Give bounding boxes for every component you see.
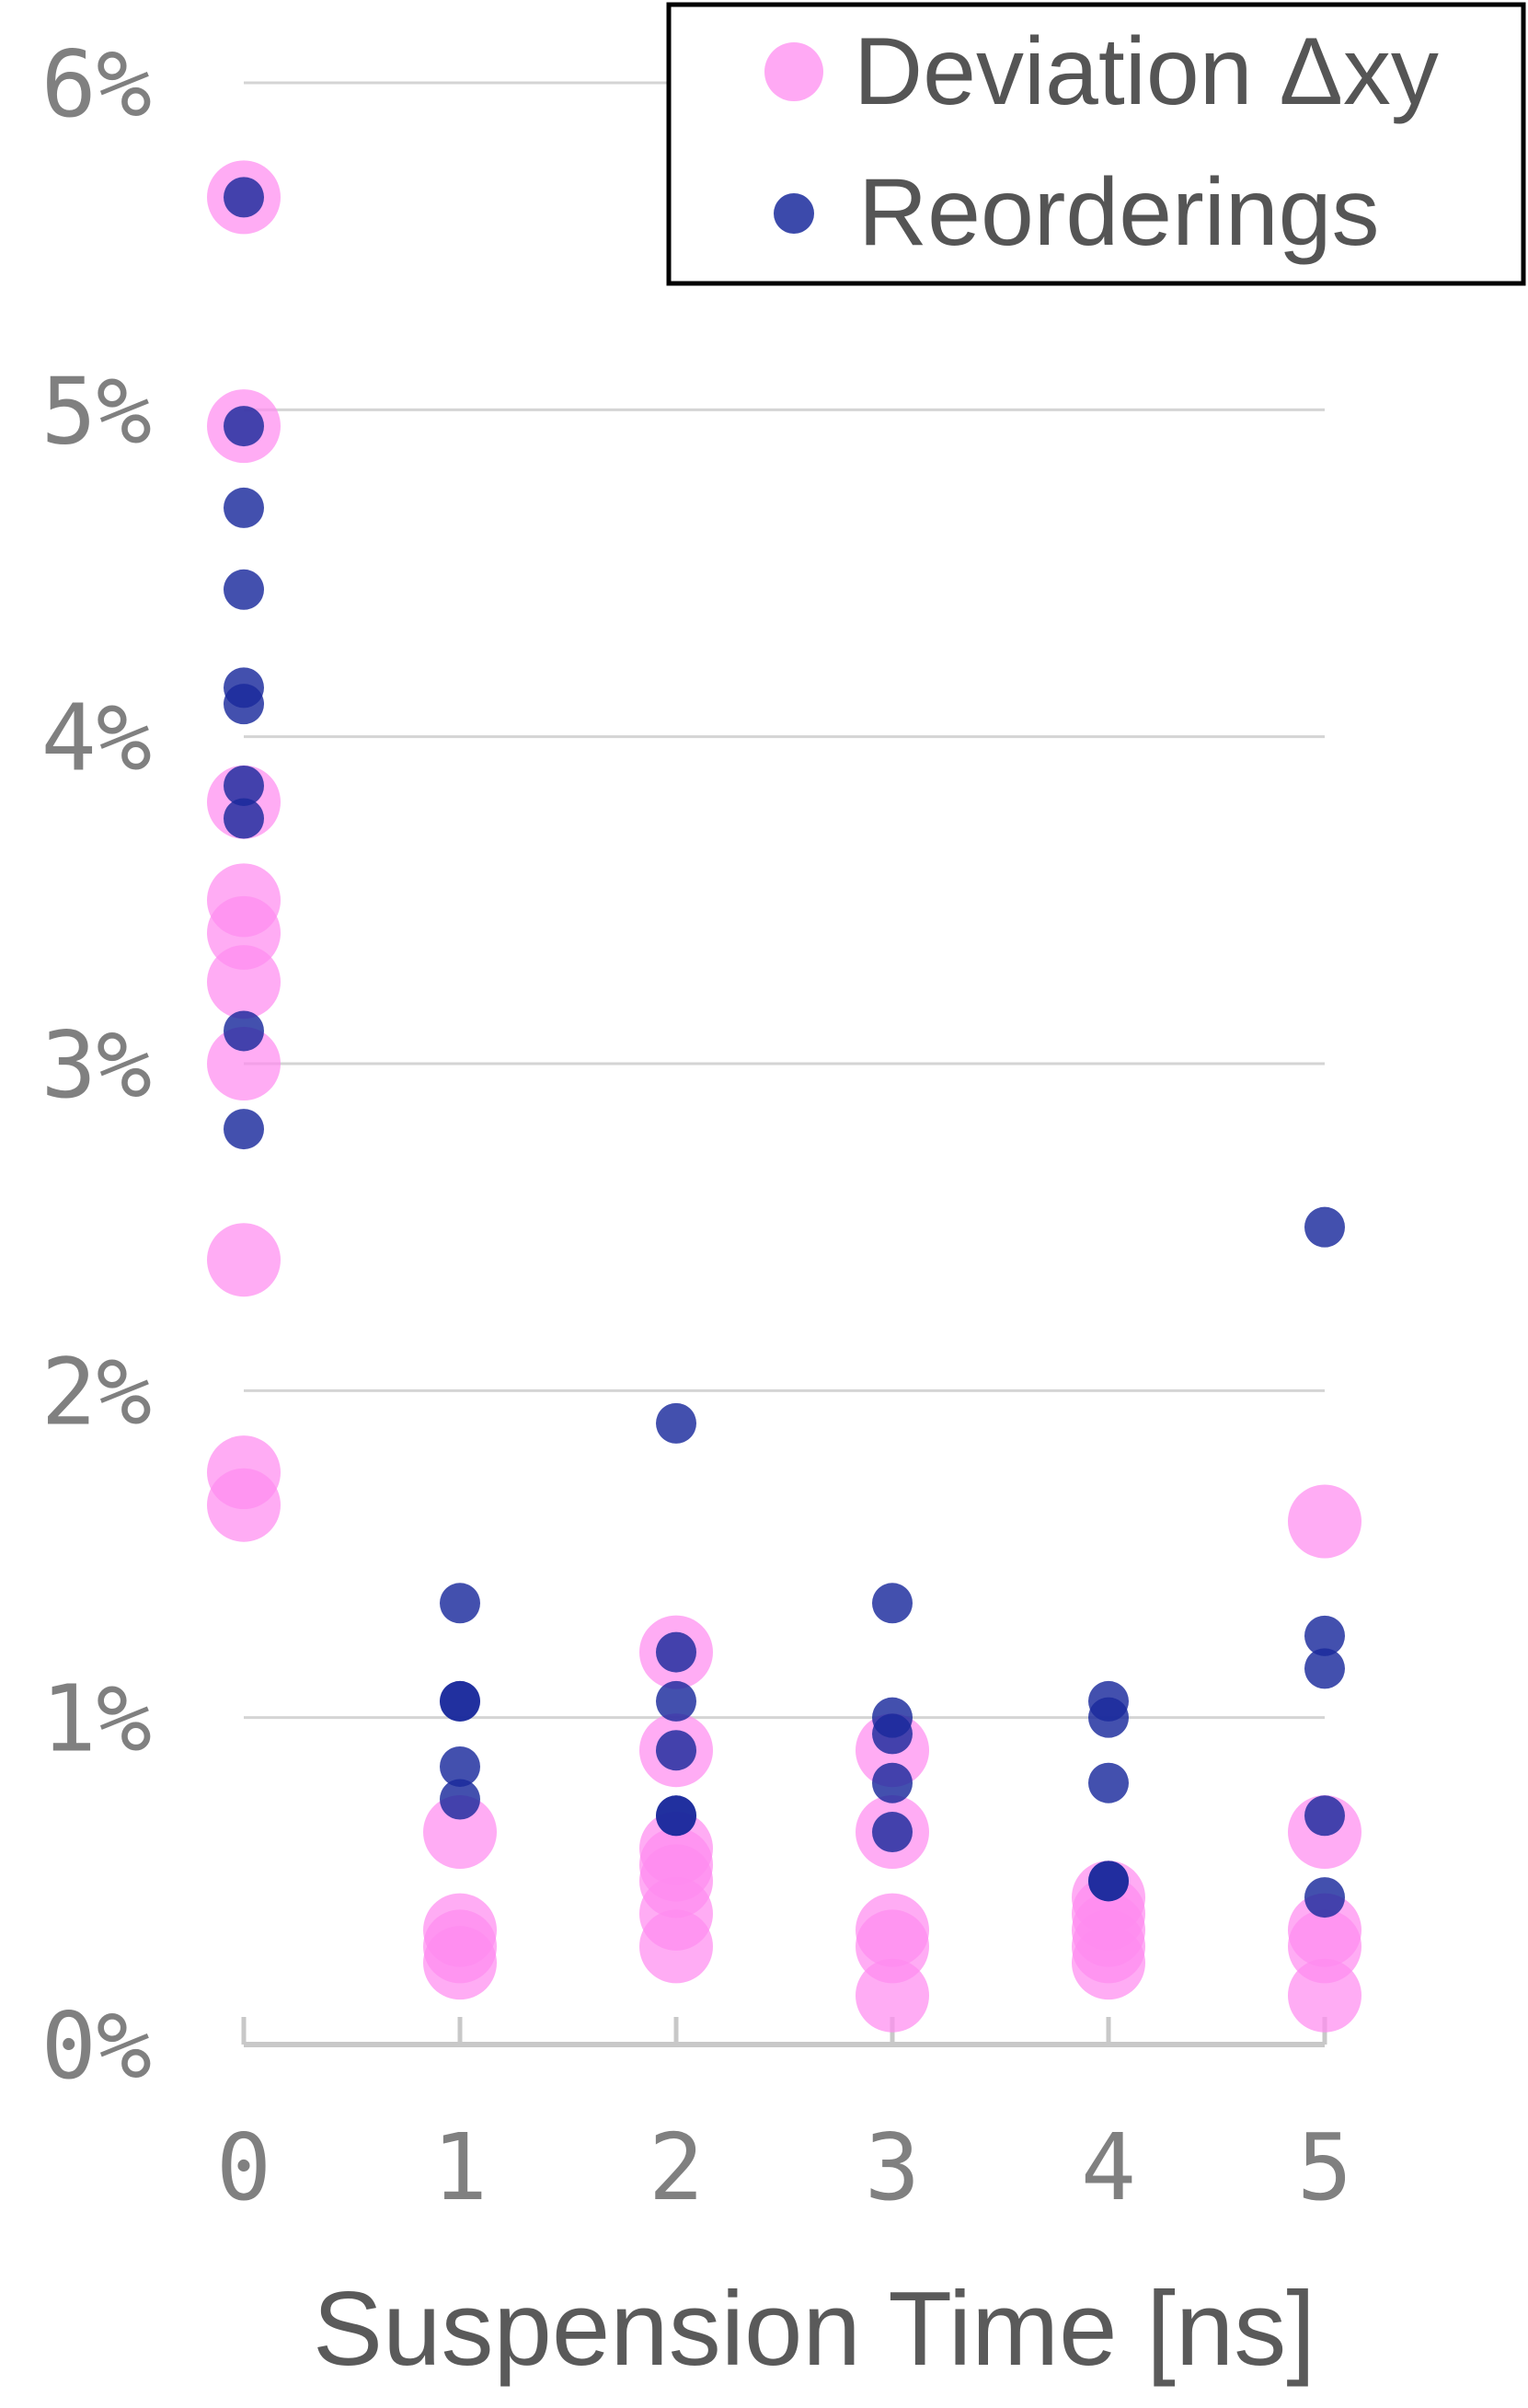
legend-label-reorderings: Reorderings: [858, 159, 1380, 266]
y-tick-label: 6%: [41, 30, 152, 138]
x-tick-label: 4: [1081, 2114, 1136, 2221]
deviation-point: [423, 1926, 497, 2000]
deviation-point: [639, 1909, 713, 1984]
reorderings-point: [872, 1762, 913, 1803]
deviation-point: [1288, 1484, 1361, 1559]
y-tick-label: 1%: [41, 1665, 152, 1773]
deviation-point: [207, 1027, 281, 1100]
reorderings-point: [656, 1730, 696, 1771]
legend-marker-reorderings: [774, 193, 814, 234]
series-reorderings: [224, 177, 1345, 1918]
y-tick-label: 4%: [41, 685, 152, 792]
reorderings-point: [224, 1109, 264, 1150]
reorderings-point: [224, 1010, 264, 1052]
x-axis-ticks: 0 1 2 3 4 5: [216, 2114, 1352, 2221]
reorderings-point: [1304, 1648, 1345, 1689]
reorderings-point: [440, 1746, 480, 1787]
reorderings-point: [1304, 1877, 1345, 1918]
reorderings-point: [440, 1680, 480, 1722]
reorderings-point: [224, 177, 264, 218]
deviation-point: [207, 945, 281, 1020]
x-axis-title: Suspension Time [ns]: [313, 2271, 1315, 2388]
y-tick-label: 0%: [41, 1992, 152, 2100]
reorderings-point: [872, 1713, 913, 1755]
deviation-point: [207, 1223, 281, 1297]
deviation-point: [1072, 1926, 1145, 2000]
axes: [241, 2017, 1327, 2047]
reorderings-point: [224, 765, 264, 806]
reorderings-point: [872, 1583, 913, 1624]
deviation-point: [1288, 1958, 1361, 2033]
legend: Deviation Δxy Reorderings: [666, 2, 1526, 286]
reorderings-point: [224, 569, 264, 610]
x-tick-label: 5: [1297, 2114, 1352, 2221]
reorderings-point: [656, 1631, 696, 1673]
legend-label-deviation: Deviation Δxy: [854, 18, 1439, 125]
legend-marker-deviation: [764, 42, 823, 101]
reorderings-point: [440, 1583, 480, 1624]
y-axis-ticks: 0% 1% 2% 3% 4% 5% 6%: [41, 30, 152, 2100]
reorderings-point: [224, 798, 264, 839]
reorderings-point: [1088, 1697, 1129, 1738]
x-tick-label: 2: [649, 2114, 704, 2221]
deviation-point: [423, 1795, 497, 1870]
reorderings-point: [1088, 1762, 1129, 1803]
reorderings-point: [1088, 1861, 1129, 1902]
reorderings-point: [656, 1680, 696, 1722]
reorderings-point: [656, 1402, 696, 1444]
x-tick-label: 3: [865, 2114, 920, 2221]
reorderings-point: [224, 487, 264, 528]
y-tick-label: 5%: [41, 357, 152, 465]
x-tick-label: 1: [432, 2114, 488, 2221]
series-deviation: [207, 160, 1361, 2033]
y-tick-label: 2%: [41, 1338, 152, 1446]
deviation-point: [207, 1468, 281, 1542]
reorderings-point: [224, 684, 264, 725]
x-tick-label: 0: [216, 2114, 271, 2221]
reorderings-point: [656, 1795, 696, 1837]
reorderings-point: [1304, 1795, 1345, 1837]
reorderings-point: [440, 1779, 480, 1820]
reorderings-point: [1304, 1615, 1345, 1656]
deviation-point: [856, 1958, 929, 2033]
y-tick-label: 3%: [41, 1011, 152, 1119]
gridlines: [244, 81, 1325, 1720]
reorderings-point: [1304, 1206, 1345, 1248]
reorderings-point: [872, 1812, 913, 1853]
reorderings-point: [224, 406, 264, 447]
